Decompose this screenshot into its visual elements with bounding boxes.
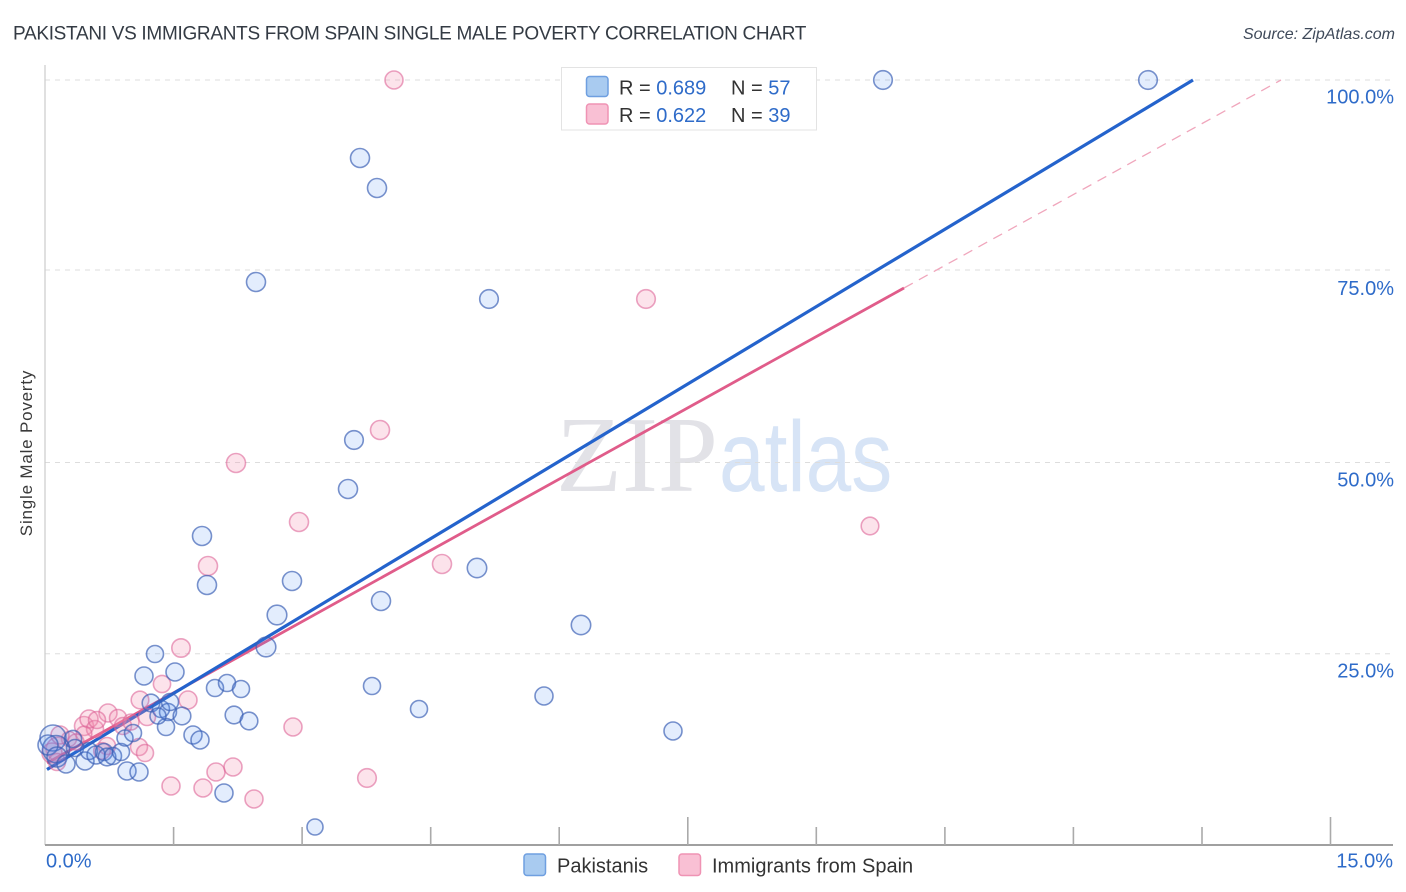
svg-text:atlas: atlas: [719, 401, 892, 513]
svg-text:50.0%: 50.0%: [1337, 470, 1394, 492]
svg-text:PAKISTANI VS IMMIGRANTS FROM S: PAKISTANI VS IMMIGRANTS FROM SPAIN SINGL…: [13, 24, 807, 45]
svg-text:R = 0.622: R = 0.622: [619, 105, 706, 127]
svg-text:Source: ZipAtlas.com: Source: ZipAtlas.com: [1243, 26, 1395, 43]
svg-text:Immigrants from Spain: Immigrants from Spain: [712, 856, 913, 878]
svg-text:25.0%: 25.0%: [1337, 661, 1394, 683]
svg-text:15.0%: 15.0%: [1336, 851, 1393, 873]
svg-text:Pakistanis: Pakistanis: [557, 856, 648, 878]
svg-text:R = 0.689: R = 0.689: [619, 78, 706, 100]
svg-text:N = 57: N = 57: [731, 78, 791, 100]
svg-text:100.0%: 100.0%: [1326, 87, 1394, 109]
svg-text:Single Male Poverty: Single Male Poverty: [17, 370, 36, 536]
svg-text:0.0%: 0.0%: [46, 851, 92, 873]
svg-text:N = 39: N = 39: [731, 105, 791, 127]
svg-text:75.0%: 75.0%: [1337, 278, 1394, 300]
